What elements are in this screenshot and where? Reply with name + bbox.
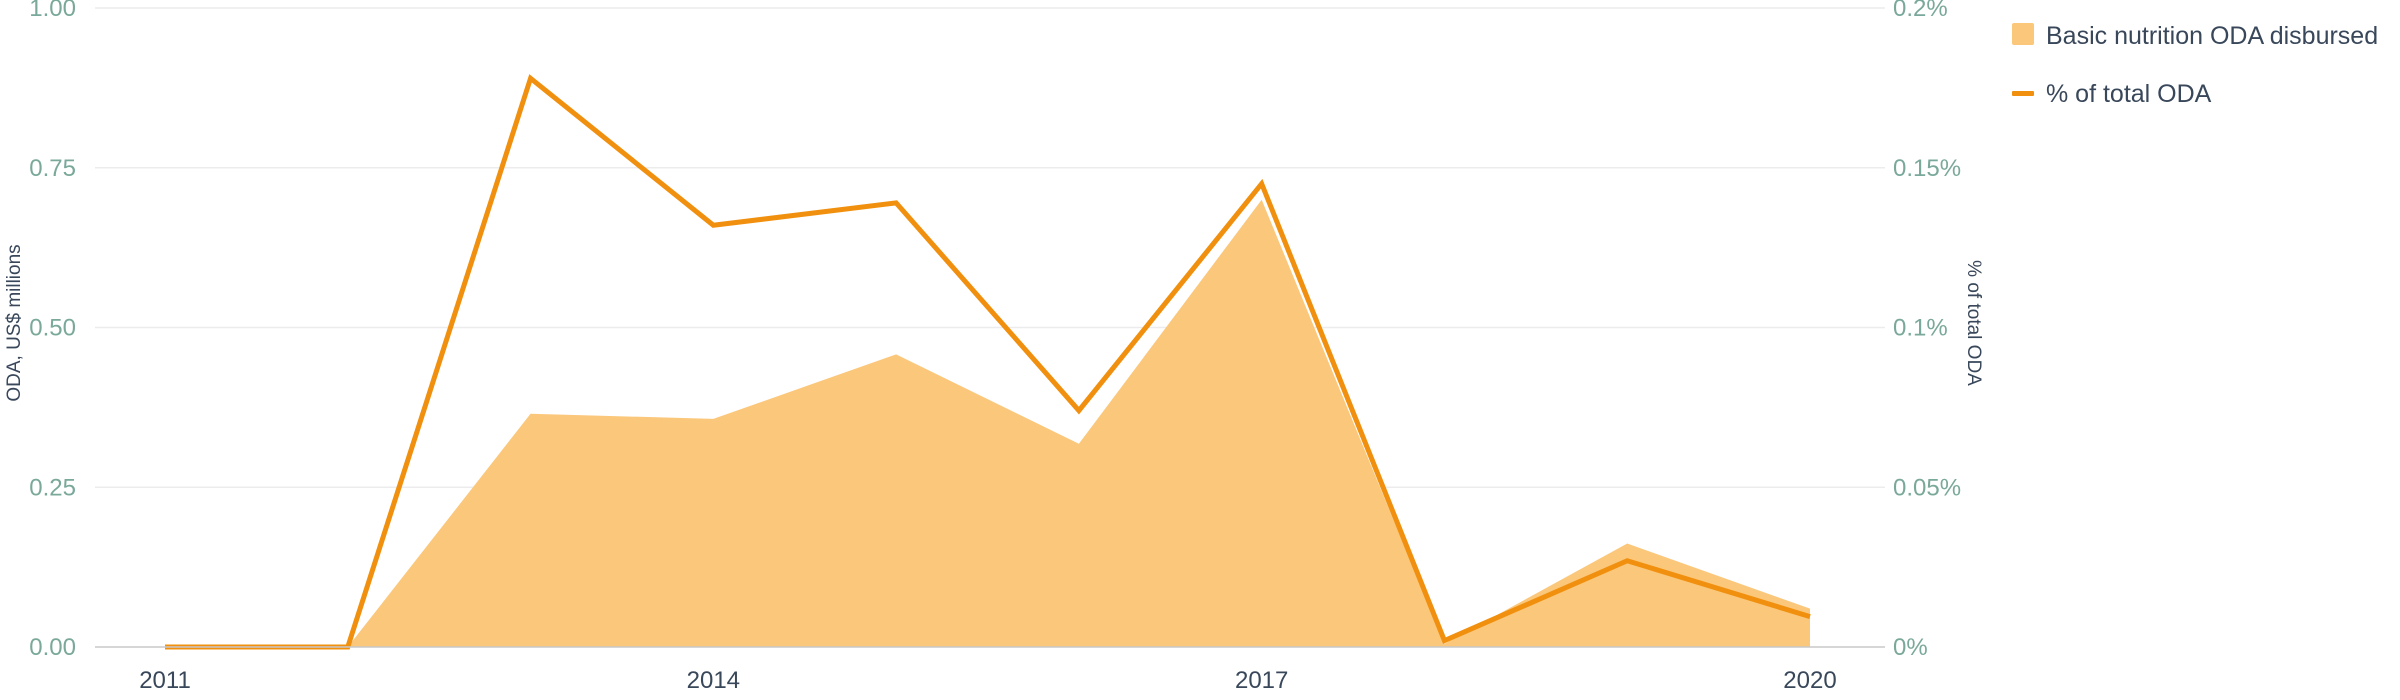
area-point[interactable] xyxy=(1069,434,1089,454)
legend-swatch-line xyxy=(2012,91,2034,96)
right-tick-label: 0.1% xyxy=(1893,315,1948,342)
left-tick-label: 0.75 xyxy=(29,155,76,182)
x-axis-ticks: 2011 2014 2017 2020 xyxy=(139,667,1837,694)
line-series-layer xyxy=(165,68,1820,650)
left-tick-label: 1.00 xyxy=(29,0,76,22)
legend-label-line: % of total ODA xyxy=(2046,80,2212,108)
left-axis-ticks: 0.00 0.25 0.50 0.75 1.00 xyxy=(29,0,76,661)
legend-item-area[interactable]: Basic nutrition ODA disbursed xyxy=(2012,22,2378,50)
area-point[interactable] xyxy=(1617,533,1637,553)
area-point[interactable] xyxy=(703,409,723,429)
x-tick-label: 2017 xyxy=(1235,667,1288,694)
left-tick-label: 0.25 xyxy=(29,474,76,501)
area-point[interactable] xyxy=(886,344,906,364)
legend-swatch-area xyxy=(2012,23,2034,45)
line-point[interactable] xyxy=(703,215,723,235)
right-tick-label: 0.05% xyxy=(1893,474,1961,501)
left-tick-label: 0.50 xyxy=(29,315,76,342)
right-tick-label: 0.15% xyxy=(1893,155,1961,182)
line-point[interactable] xyxy=(1252,174,1272,194)
x-tick-label: 2020 xyxy=(1783,667,1836,694)
line-point[interactable] xyxy=(521,68,541,88)
area-series-layer xyxy=(165,199,1810,647)
right-axis-title: % of total ODA xyxy=(1963,260,1984,386)
line-point[interactable] xyxy=(1617,551,1637,571)
x-tick-label: 2014 xyxy=(687,667,740,694)
area-series-basic-nutrition xyxy=(165,199,1810,647)
line-series-pct-total-oda xyxy=(165,74,1811,650)
line-point[interactable] xyxy=(1069,401,1089,421)
right-tick-label: 0% xyxy=(1893,634,1928,661)
x-tick-label: 2011 xyxy=(139,667,191,694)
legend-label-area: Basic nutrition ODA disbursed xyxy=(2046,22,2378,50)
legend[interactable]: Basic nutrition ODA disbursed % of total… xyxy=(2012,22,2378,108)
left-tick-label: 0.00 xyxy=(29,634,76,661)
left-axis-title: ODA, US$ millions xyxy=(4,244,25,401)
area-point[interactable] xyxy=(521,404,541,424)
line-point[interactable] xyxy=(886,193,906,213)
line-point[interactable] xyxy=(1800,607,1820,627)
right-tick-label: 0.2% xyxy=(1893,0,1948,22)
right-axis-ticks: 0% 0.05% 0.1% 0.15% 0.2% xyxy=(1893,0,1961,661)
legend-item-line[interactable]: % of total ODA xyxy=(2012,80,2212,108)
